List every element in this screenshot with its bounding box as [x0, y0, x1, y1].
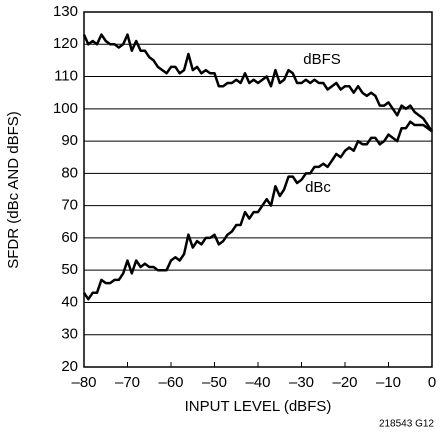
- annotation: dBFS: [303, 51, 341, 68]
- x-axis-label: INPUT LEVEL (dBFS): [185, 398, 332, 415]
- plot-frame: [83, 11, 433, 368]
- y-tick-label: 60: [61, 229, 78, 246]
- y-tick-label: 110: [54, 68, 78, 85]
- x-tick-label: –30: [289, 374, 314, 391]
- y-tick-label: 50: [61, 261, 78, 278]
- x-tick-label: –40: [245, 374, 270, 391]
- annotation: 218543 G12: [379, 419, 434, 430]
- x-tick-label: –60: [158, 374, 183, 391]
- x-tick-label: –50: [202, 374, 227, 391]
- y-tick-label: 80: [61, 164, 78, 181]
- line-series: [82, 33, 434, 133]
- y-tick-label: 40: [61, 293, 78, 310]
- annotation: dBc: [305, 179, 331, 196]
- y-axis-label: SFDR (dBc AND dBFS): [5, 111, 22, 269]
- y-tick-label: 100: [53, 100, 78, 117]
- y-tick-label: 90: [61, 132, 78, 149]
- y-tick-label: 30: [61, 326, 78, 343]
- line-series: [82, 120, 433, 301]
- y-tick-label: 70: [61, 197, 78, 214]
- y-tick-label: 20: [61, 358, 78, 375]
- y-tick-label: 120: [53, 35, 78, 52]
- x-tick-label: –70: [115, 374, 140, 391]
- x-tick-label: –10: [376, 374, 401, 391]
- y-tick-label: 130: [53, 3, 78, 20]
- x-tick-label: –80: [71, 374, 96, 391]
- x-tick-label: –20: [332, 374, 357, 391]
- x-tick-label: 0: [428, 374, 436, 391]
